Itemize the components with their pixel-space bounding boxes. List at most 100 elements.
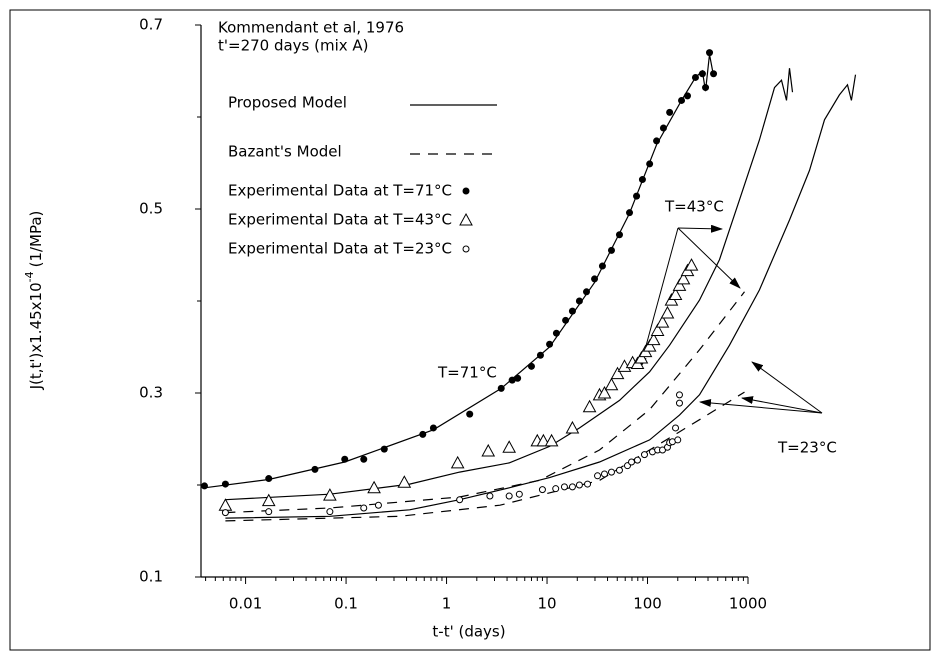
data-point — [311, 465, 319, 473]
data-point — [675, 391, 683, 399]
data-point — [598, 262, 606, 270]
x-tick-label: 100 — [633, 595, 662, 613]
y-tick-label: 0.1 — [139, 568, 163, 586]
data-point — [462, 187, 470, 195]
data-point — [568, 307, 576, 315]
data-point — [575, 481, 583, 489]
data-point — [607, 468, 615, 476]
legend-label: Experimental Data at T=23°C — [228, 240, 452, 258]
data-point — [633, 192, 641, 200]
data-point — [674, 436, 682, 444]
data-point — [684, 258, 699, 271]
x-tick-label: 1 — [442, 595, 452, 613]
data-point — [429, 424, 437, 432]
data-point — [486, 492, 494, 500]
y-axis-label: J(t,t')x1.45x10-4 (1/MPa) — [23, 211, 45, 391]
data-point — [565, 420, 580, 434]
arrow — [699, 399, 823, 414]
x-tick-label: 0.01 — [229, 595, 262, 613]
data-point — [459, 212, 473, 226]
y-tick-label: 0.3 — [139, 384, 163, 402]
data-point — [628, 458, 636, 466]
data-point — [691, 73, 699, 81]
data-point — [508, 376, 516, 384]
data-point — [642, 339, 657, 352]
data-point — [675, 399, 683, 407]
data-point — [659, 124, 667, 132]
data-point — [666, 108, 674, 116]
data-point — [546, 340, 554, 348]
data-point — [591, 275, 599, 283]
data-point — [397, 475, 412, 488]
legend-label: Proposed Model — [228, 94, 347, 112]
data-point — [326, 508, 334, 516]
arrow — [741, 396, 823, 414]
data-point — [582, 399, 597, 413]
data-point — [626, 209, 634, 217]
arrow — [639, 227, 679, 369]
source-note: Kommendant et al, 1976 — [218, 19, 404, 37]
model-curve — [225, 74, 857, 519]
data-point — [660, 305, 675, 319]
data-point — [638, 176, 646, 184]
data-point — [497, 384, 505, 392]
data-point — [584, 480, 592, 488]
frame — [9, 9, 931, 651]
data-point — [650, 323, 665, 336]
data-point — [604, 377, 619, 391]
data-point — [610, 366, 625, 380]
label-43: T=43°C — [664, 198, 724, 216]
data-point — [646, 332, 661, 346]
y-label-exponent: -4 — [23, 271, 36, 282]
legend-label: Bazant's Model — [228, 143, 342, 161]
data-point — [552, 485, 560, 493]
data-point — [538, 486, 546, 494]
legend-label: Experimental Data at T=71°C — [228, 182, 452, 200]
model-curve — [225, 68, 794, 501]
data-point — [676, 271, 691, 285]
data-point — [419, 430, 427, 438]
data-point — [466, 410, 474, 418]
data-point — [706, 49, 714, 57]
data-point — [456, 496, 464, 504]
data-point — [568, 483, 576, 491]
data-point — [527, 362, 535, 370]
data-point — [261, 493, 276, 507]
y-label-part: J(t,t')x1.45x10 — [27, 282, 45, 390]
model-curve — [204, 54, 715, 489]
data-point — [710, 70, 718, 78]
data-point — [600, 470, 608, 478]
label-71: T=71°C — [437, 364, 497, 382]
legend-label: Experimental Data at T=43°C — [228, 211, 452, 229]
arrow — [677, 224, 723, 233]
data-point — [536, 351, 544, 359]
x-axis-label: t-t' (days) — [432, 623, 505, 641]
data-point — [536, 433, 551, 447]
data-point — [560, 483, 568, 491]
data-point — [221, 509, 229, 517]
data-point — [514, 374, 522, 382]
data-point — [341, 455, 349, 463]
data-point — [505, 492, 513, 500]
data-point — [646, 160, 654, 168]
x-tick-label: 10 — [537, 595, 556, 613]
data-point — [552, 329, 560, 337]
model-curve — [225, 291, 745, 514]
data-point — [360, 455, 368, 463]
data-point — [481, 443, 496, 457]
data-point — [672, 278, 687, 291]
x-tick-label: 0.1 — [334, 595, 358, 613]
data-point — [502, 440, 517, 453]
data-point — [380, 445, 388, 453]
data-point — [544, 433, 559, 447]
label-23: T=23°C — [777, 439, 837, 457]
data-point — [653, 137, 661, 145]
data-point — [672, 424, 680, 432]
model-curve — [225, 391, 745, 522]
data-point — [218, 498, 233, 511]
data-point — [323, 488, 337, 501]
data-point — [450, 455, 465, 469]
arrows — [639, 224, 823, 414]
data-point — [698, 70, 706, 78]
